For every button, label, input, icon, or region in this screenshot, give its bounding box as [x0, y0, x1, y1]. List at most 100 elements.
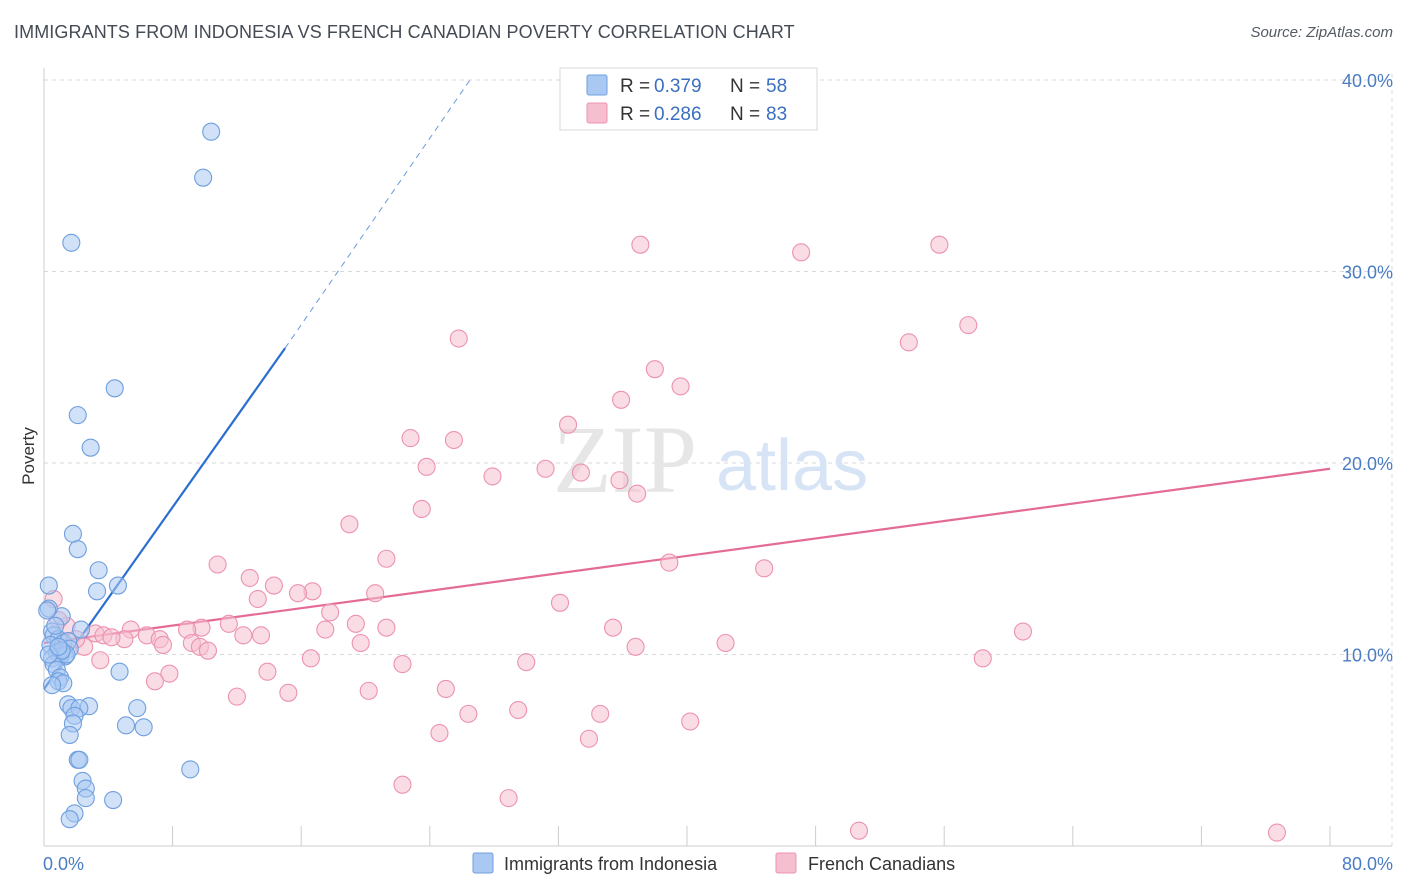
french-canadians-point-49 [351, 633, 370, 653]
french-canadians-point-58 [517, 653, 536, 672]
french-canadians-point-54 [626, 637, 645, 656]
bottom-legend: Immigrants from Indonesia French Canadia… [472, 852, 955, 874]
french-canadians-point-3 [449, 329, 468, 348]
french-canadians-point-75 [499, 789, 518, 808]
french-canadians-point-81 [102, 628, 121, 647]
trend-line-extension-immigrants-indonesia [284, 79, 471, 349]
legend-swatch-blue [586, 74, 608, 96]
french-canadians-point-73 [579, 729, 598, 748]
source-label: Source: ZipAtlas.com [1250, 24, 1393, 41]
immigrants-indonesia-point-29 [110, 662, 129, 681]
french-canadians-point-11 [444, 430, 463, 450]
french-canadians-point-0 [631, 235, 650, 254]
grid-lines [44, 74, 1393, 846]
tick-labels: 10.0% 20.0% 30.0% 40.0% 0.0% 80.0% [43, 71, 1393, 874]
immigrants-indonesia-point-38 [128, 699, 147, 718]
french-canadians-point-61 [258, 662, 277, 681]
french-canadians-point-7 [671, 377, 690, 396]
immigrants-indonesia-point-1 [194, 168, 213, 187]
french-canadians-point-29 [248, 589, 267, 609]
bottom-legend-label-pink: French Canadians [808, 854, 955, 874]
french-canadians-point-5 [899, 333, 918, 352]
french-canadians-point-17 [628, 484, 647, 503]
french-canadians-point-67 [436, 679, 455, 699]
french-canadians-point-63 [145, 672, 164, 691]
french-canadians-point-62 [160, 664, 179, 683]
french-canadians-point-77 [1267, 823, 1287, 842]
immigrants-indonesia-point-53 [38, 601, 57, 620]
french-canadians-point-64 [279, 683, 298, 702]
french-canadians-point-45 [251, 626, 271, 645]
french-canadians-point-1 [792, 243, 811, 262]
immigrants-indonesia-point-5 [81, 438, 100, 457]
french-canadians-point-74 [393, 775, 412, 794]
immigrants-indonesia-point-7 [68, 540, 87, 559]
legend-n-value-2: 83 [766, 104, 787, 125]
points-french-canadians [44, 235, 1287, 842]
immigrants-indonesia-point-11 [87, 582, 107, 601]
immigrants-indonesia-point-41 [116, 716, 136, 735]
legend-r-value-1: 0.379 [654, 76, 702, 97]
french-canadians-point-27 [288, 584, 308, 603]
french-canadians-point-19 [340, 515, 359, 534]
immigrants-indonesia-point-50 [104, 790, 123, 810]
french-canadians-point-40 [1013, 622, 1033, 641]
french-canadians-point-25 [264, 576, 283, 595]
bottom-legend-label-blue: Immigrants from Indonesia [504, 854, 718, 874]
french-canadians-point-14 [571, 463, 590, 482]
french-canadians-point-10 [401, 429, 420, 448]
y-tick-label-1: 20.0% [1342, 454, 1393, 474]
immigrants-indonesia-point-54 [46, 616, 65, 635]
immigrants-indonesia-point-14 [71, 620, 91, 639]
immigrants-indonesia-point-52 [60, 810, 79, 829]
immigrants-indonesia-point-9 [108, 576, 127, 595]
french-canadians-point-37 [316, 620, 335, 639]
french-canadians-point-50 [153, 635, 173, 654]
french-canadians-point-72 [430, 723, 449, 743]
y-tick-label-2: 30.0% [1342, 263, 1393, 283]
french-canadians-point-76 [849, 821, 869, 840]
french-canadians-point-31 [321, 603, 340, 622]
french-canadians-point-12 [417, 457, 436, 476]
immigrants-indonesia-point-57 [49, 637, 68, 656]
y-tick-label-3: 40.0% [1342, 71, 1393, 91]
points-immigrants-indonesia [38, 122, 221, 829]
y-axis-label: Poverty [19, 427, 38, 485]
french-canadians-point-65 [359, 681, 378, 700]
french-canadians-point-66 [227, 687, 246, 706]
french-canadians-point-68 [509, 700, 528, 720]
french-canadians-point-60 [393, 655, 412, 674]
french-canadians-point-57 [301, 649, 320, 668]
french-canadians-point-23 [755, 559, 774, 578]
immigrants-indonesia-point-3 [68, 406, 87, 425]
french-canadians-point-8 [612, 390, 631, 409]
immigrants-indonesia-point-10 [39, 576, 58, 595]
french-canadians-point-30 [550, 593, 570, 612]
legend-n-label-2: N = [730, 104, 760, 125]
french-canadians-point-71 [681, 712, 700, 731]
bottom-legend-swatch-blue [472, 852, 494, 874]
immigrants-indonesia-point-2 [62, 233, 81, 252]
legend-n-value-1: 58 [766, 76, 787, 97]
immigrants-indonesia-point-8 [89, 561, 108, 580]
legend-r-value-2: 0.286 [654, 104, 702, 125]
french-canadians-point-16 [610, 471, 629, 490]
french-canadians-point-70 [591, 704, 610, 723]
french-canadians-point-28 [366, 584, 385, 603]
y-tick-label-0: 10.0% [1342, 646, 1393, 666]
french-canadians-point-13 [536, 459, 555, 478]
french-canadians-point-56 [91, 651, 110, 670]
legend-r-label-1: R = [620, 76, 650, 97]
watermark-atlas: atlas [716, 426, 868, 506]
immigrants-indonesia-point-0 [202, 122, 221, 141]
trend-line-french-canadians [43, 467, 1331, 645]
legend-r-label-2: R = [620, 104, 650, 125]
immigrants-indonesia-point-4 [105, 379, 124, 398]
french-canadians-point-9 [558, 415, 578, 434]
x-tick-label-max: 80.0% [1342, 854, 1393, 874]
french-canadians-point-55 [198, 641, 218, 660]
french-canadians-point-20 [377, 549, 396, 568]
french-canadians-point-39 [604, 618, 623, 637]
french-canadians-point-6 [645, 360, 664, 379]
